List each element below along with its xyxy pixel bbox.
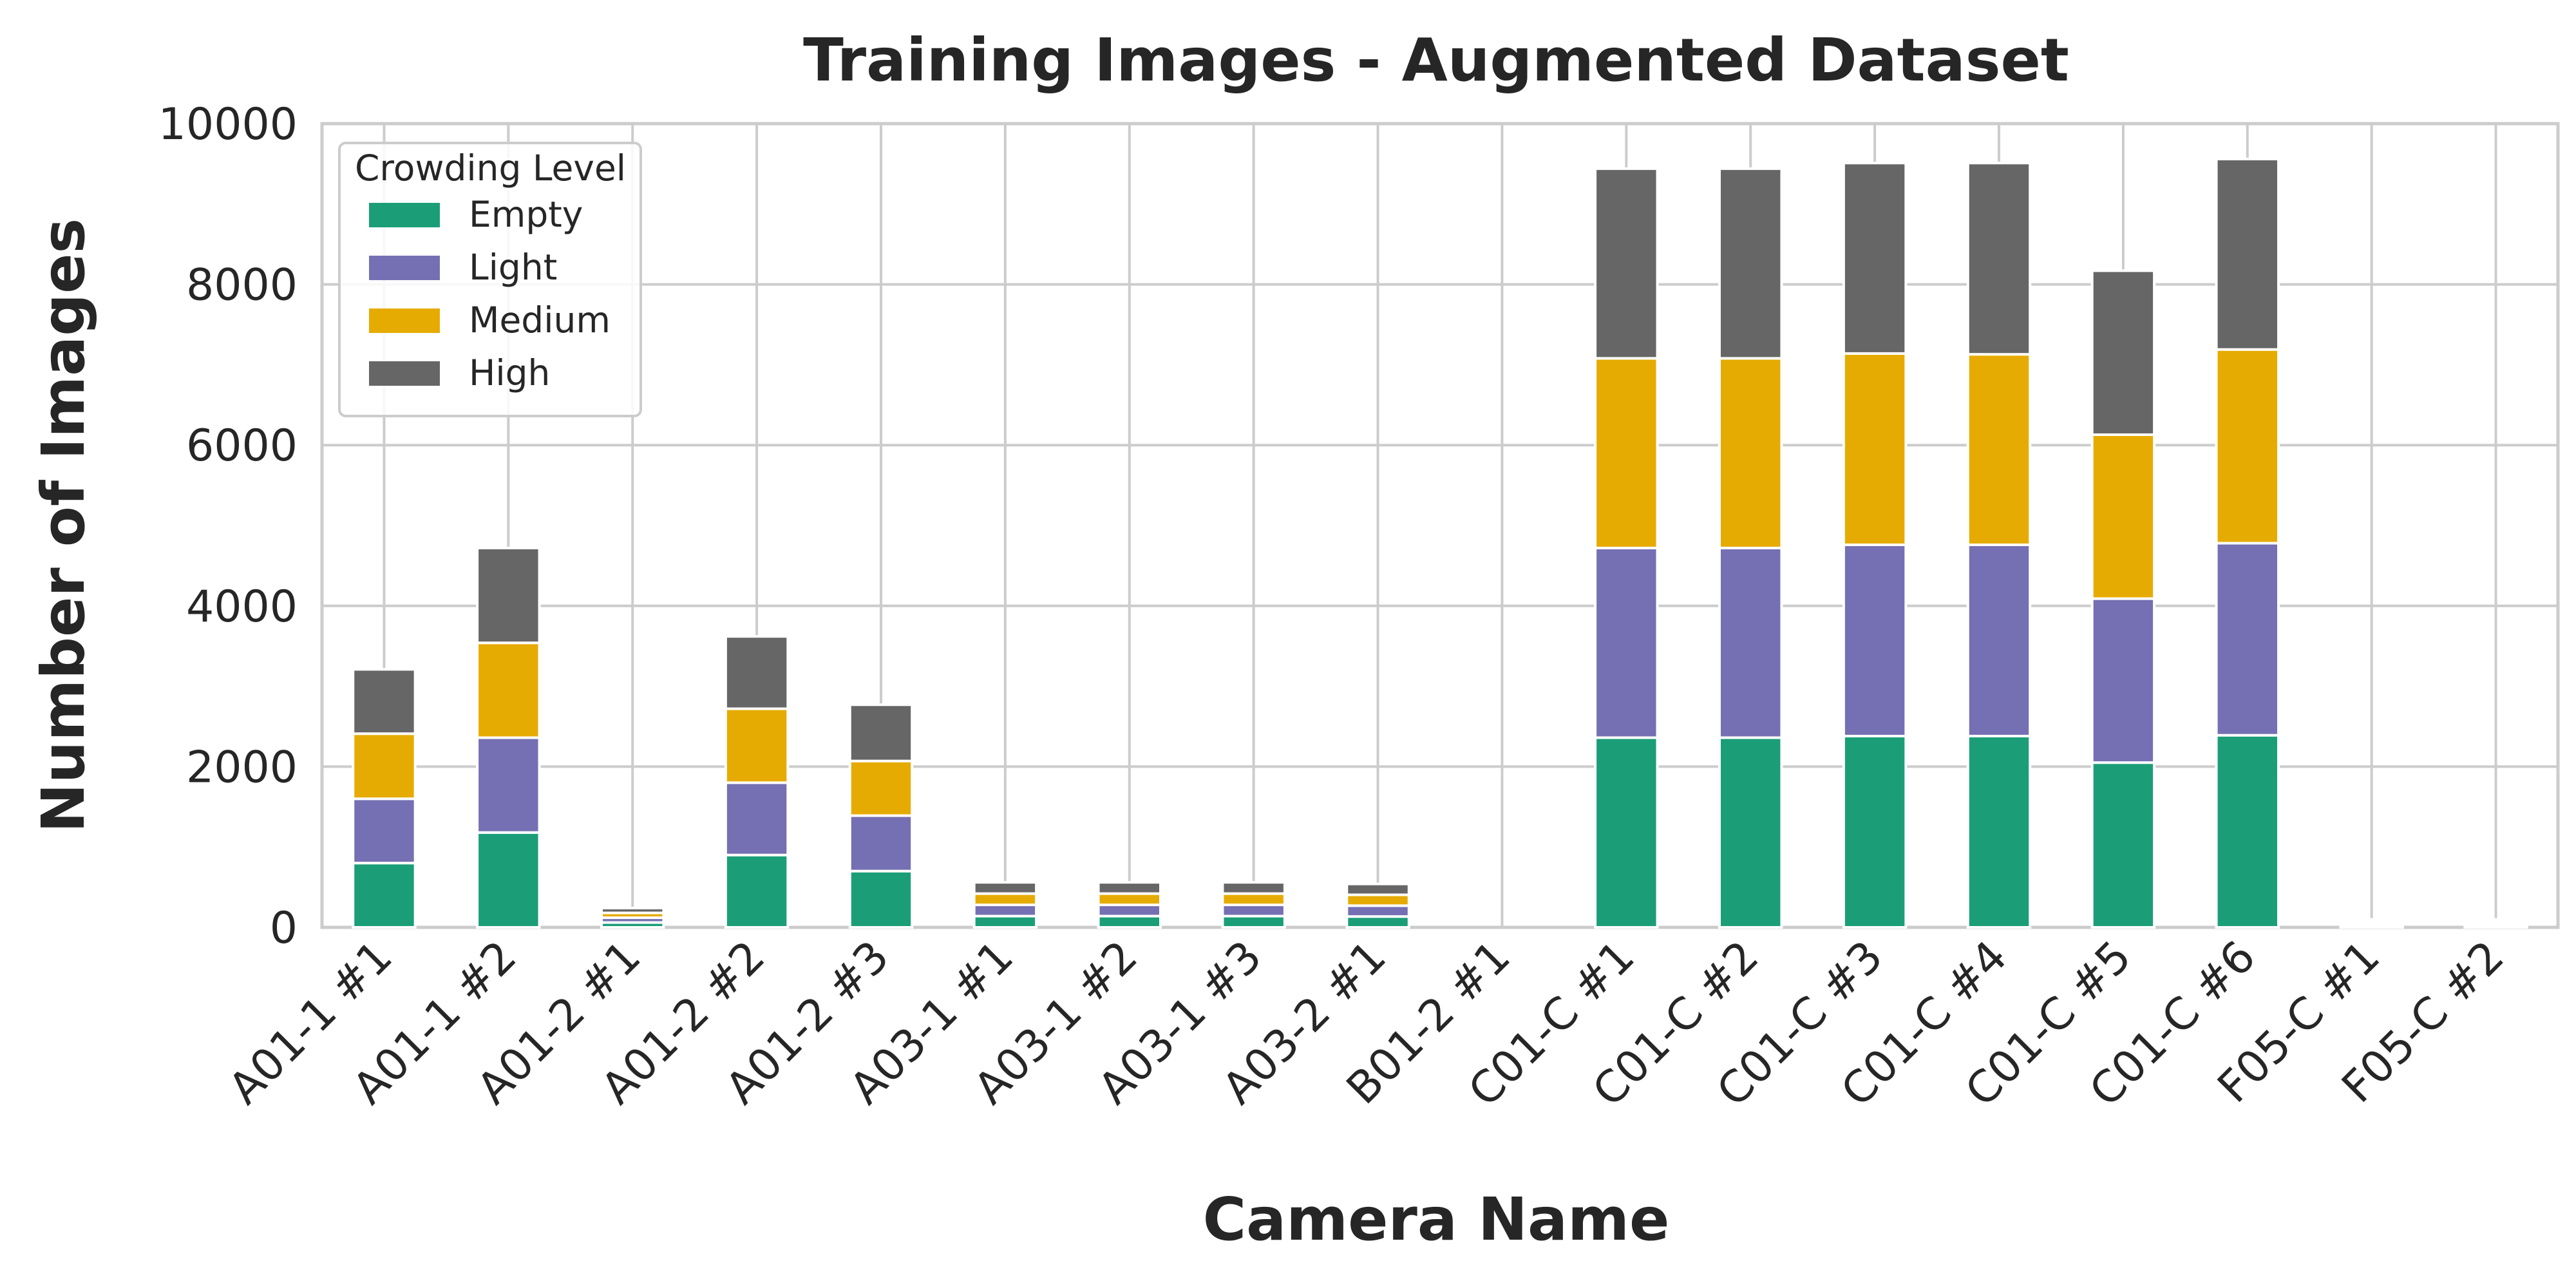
bar-segment-high [1718,167,1783,360]
bar-segment-high [848,703,914,762]
bar-segment-empty [848,869,914,929]
bar-segment-light [1842,543,1908,737]
legend-label-medium: Medium [469,299,611,341]
bar-segment-medium [1345,893,1410,907]
bar-segment-empty [1842,734,1908,929]
bar-segment-empty [476,831,541,929]
bar-segment-medium [1221,892,1286,907]
bar-segment-high [352,668,417,735]
legend-label-high: High [469,352,550,393]
bar-segment-medium [1594,357,1659,549]
bar-segment-light [1345,904,1410,918]
y-tick-label: 10000 [158,99,298,150]
bar-segment-empty [1594,736,1659,929]
bar-segment-light [724,781,790,857]
bar-segment-high [724,635,790,710]
plot-area [320,122,2560,929]
bar-segment-empty [724,853,790,929]
bar-segment-light [1097,904,1162,918]
y-tick-labels: 0 2000 4000 6000 8000 10000 [158,99,298,954]
bar-segment-light [2215,542,2280,737]
x-axis-label: Camera Name [1203,1185,1670,1254]
legend-label-empty: Empty [469,194,583,235]
bar-segment-medium [1097,892,1162,907]
legend-title: Crowding Level [355,147,626,189]
bar-segment-high [2215,157,2280,351]
bar-segment-high [2090,269,2156,436]
bar-segment-medium [848,759,914,817]
bar-segment-high [1097,881,1162,895]
legend-swatch-medium [369,308,440,333]
bar-segment-high [476,546,541,645]
bar-segment-high [2339,918,2404,923]
y-tick-label: 8000 [186,260,298,311]
y-tick-label: 0 [270,903,298,954]
y-axis-label: Number of Images [29,218,98,833]
legend: Crowding Level Empty Light Medium High [338,142,642,417]
bar-segment-medium [1966,353,2032,546]
bar-segment-light [1718,546,1783,739]
bar-segment-medium [724,707,790,784]
bar-segment-empty [1966,734,2032,929]
bar-segment-medium [352,732,417,800]
bar-segment-light [2090,597,2156,764]
bar-segment-high [1594,167,1659,360]
chart-title: Training Images - Augmented Dataset [803,26,2069,95]
bars [352,157,2528,929]
bar-segment-empty [972,914,1038,929]
bar-segment-high [1966,162,2032,356]
bar-segment-high [1345,882,1410,896]
legend-label-light: Light [469,247,557,288]
bar-segment-empty [1345,915,1410,929]
bar-segment-empty [1718,736,1783,929]
bar-segment-empty [352,862,417,929]
bar-segment-light [848,814,914,873]
legend-items: Empty Light Medium High [369,194,611,393]
bar-segment-medium [1718,357,1783,549]
bar-segment-high [1221,881,1286,895]
bar-segment-high [972,881,1038,895]
bar-segment-light [1221,904,1286,918]
y-tick-label: 2000 [186,742,298,793]
y-tick-label: 6000 [186,421,298,471]
legend-swatch-high [369,361,440,386]
bar-segment-medium [2215,348,2280,545]
bar-segment-medium [476,641,541,739]
bar-segment-medium [972,892,1038,907]
bar-segment-light [476,736,541,834]
bar-segment-high [600,907,665,914]
bar-segment-high [1842,162,1908,355]
bar-segment-medium [1842,352,1908,546]
bar-segment-empty [2215,734,2280,929]
bar-segment-empty [1221,914,1286,929]
bar-segment-empty [2090,761,2156,929]
bar-segment-light [972,904,1038,918]
bar-segment-high [2463,918,2528,923]
bar-segment-light [352,797,417,865]
bar-segment-light [1594,546,1659,739]
legend-swatch-light [369,256,440,280]
y-tick-label: 4000 [186,582,298,632]
bar-segment-empty [1097,914,1162,929]
legend-swatch-empty [369,203,440,227]
bar-segment-medium [2090,433,2156,600]
bar-segment-light [1966,543,2032,737]
